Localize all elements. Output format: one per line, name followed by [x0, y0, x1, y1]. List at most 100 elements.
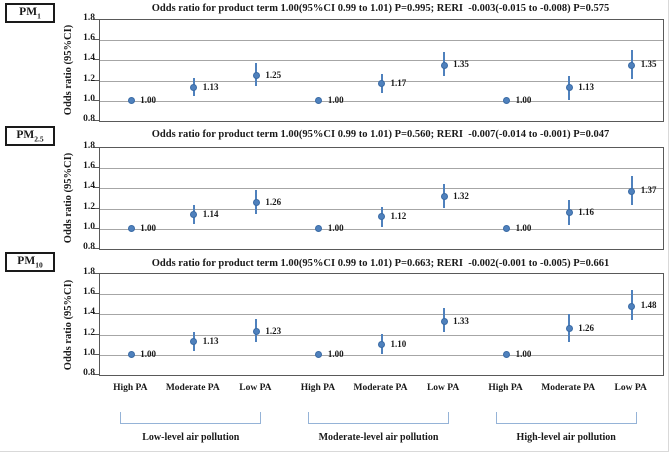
y-tick-label: 0.8 [83, 242, 95, 252]
panel3-plot-area: 1.00 1.13 1.23 1.00 1.10 1.33 1.00 1.26 1.48 [99, 273, 664, 376]
data-point-label: 1.00 [327, 348, 344, 359]
data-point-marker [378, 341, 385, 349]
gridline [100, 40, 663, 42]
gridline [100, 168, 663, 170]
data-point-label: 1.00 [327, 94, 344, 105]
y-tick-mark [94, 353, 99, 355]
data-point-marker [252, 199, 260, 206]
y-tick-label: 1.6 [83, 33, 95, 44]
y-tick-label: 1.4 [83, 53, 95, 64]
data-point-marker [565, 209, 573, 217]
x-category-label: High PA [488, 383, 523, 393]
data-point-marker [565, 325, 573, 332]
y-tick-label: 1.4 [83, 181, 95, 192]
y-tick-label: 1.2 [83, 327, 95, 338]
group-label: Moderate-level air pollution [318, 432, 439, 443]
y-tick-mark [94, 147, 99, 148]
data-point-label: 1.13 [202, 81, 219, 92]
data-point-label: 1.26 [578, 322, 594, 333]
y-tick-mark [94, 248, 99, 249]
data-point-marker [440, 61, 448, 69]
pm10-label: PM [17, 255, 36, 267]
data-point-label: 1.00 [140, 348, 157, 359]
panel1-title: Odds ratio for product term 1.00(95%CI 0… [151, 3, 610, 14]
gridline [100, 188, 663, 190]
y-tick-label: 1.0 [83, 221, 95, 232]
panel2-title: Odds ratio for product term 1.00(95%CI 0… [151, 129, 610, 140]
data-point-label: 1.00 [140, 94, 157, 105]
y-tick-mark [94, 79, 99, 81]
y-tick-mark [94, 207, 99, 209]
data-point-marker [503, 97, 511, 105]
group-label: High-level air pollution [516, 432, 616, 443]
group-bracket [307, 412, 449, 424]
data-point-label: 1.00 [515, 348, 532, 359]
data-point-label: 1.33 [453, 315, 469, 326]
y-tick-label: 1.8 [83, 13, 95, 23]
x-category-label: Moderate PA [541, 383, 596, 393]
y-tick-label: 1.0 [83, 347, 95, 358]
panel2-plot-area: 1.00 1.14 1.26 1.00 1.12 1.32 1.00 1.16 1.37 [99, 147, 664, 250]
data-point-marker [190, 84, 198, 92]
data-point-marker [378, 80, 385, 88]
y-tick-label: 1.8 [83, 267, 95, 277]
pm25-label: PM [16, 129, 35, 141]
y-tick-mark [94, 273, 99, 274]
data-point-marker [252, 72, 260, 80]
data-point-marker [127, 351, 135, 359]
data-point-label: 1.23 [265, 325, 282, 336]
pm1-label-box: PM1 [5, 3, 55, 24]
data-point-marker [315, 351, 323, 359]
data-point-marker [190, 211, 198, 219]
data-point-label: 1.16 [578, 206, 594, 217]
data-point-label: 1.12 [390, 210, 407, 221]
data-point-label: 1.13 [202, 335, 219, 346]
pm10-label-box: PM10 [5, 252, 55, 273]
data-point-label: 1.00 [515, 222, 532, 233]
y-tick-label: 1.0 [83, 93, 95, 104]
y-tick-mark [94, 39, 99, 41]
data-point-label: 1.13 [578, 81, 594, 92]
data-point-marker [190, 338, 198, 346]
y-tick-mark [94, 120, 99, 121]
y-tick-label: 0.8 [83, 368, 95, 378]
y-tick-label: 1.6 [83, 161, 95, 172]
data-point-label: 1.25 [265, 69, 282, 80]
gridline [100, 354, 663, 356]
y-tick-label: 0.8 [83, 114, 95, 124]
y-tick-mark [94, 99, 99, 101]
data-point-label: 1.17 [390, 77, 407, 88]
x-category-label: Moderate PA [165, 383, 220, 393]
gridline [100, 294, 663, 296]
y-tick-mark [94, 374, 99, 375]
x-category-label: Low PA [426, 383, 460, 393]
y-tick-label: 1.4 [83, 307, 95, 318]
y-tick-mark [94, 167, 99, 169]
group-label: Low-level air pollution [142, 432, 240, 443]
x-category-label: Moderate PA [353, 383, 408, 393]
data-point-label: 1.48 [640, 300, 657, 311]
x-category-label: Low PA [239, 383, 272, 393]
data-point-label: 1.32 [453, 190, 469, 201]
y-tick-label: 1.2 [83, 201, 95, 212]
panel3-title: Odds ratio for product term 1.00(95%CI 0… [151, 258, 610, 269]
data-point-marker [315, 225, 323, 233]
data-point-marker [628, 302, 636, 310]
data-point-label: 1.37 [640, 185, 657, 196]
data-point-marker [378, 213, 385, 221]
y-tick-mark [94, 59, 99, 61]
data-point-label: 1.26 [265, 196, 282, 207]
data-point-label: 1.00 [515, 94, 532, 105]
data-point-marker [628, 187, 636, 195]
data-point-marker [440, 318, 448, 325]
data-point-marker [252, 328, 260, 336]
data-point-label: 1.10 [390, 338, 407, 349]
y-tick-mark [94, 187, 99, 189]
y-tick-label: 1.2 [83, 73, 95, 84]
y-tick-mark [94, 293, 99, 295]
data-point-marker [127, 97, 135, 105]
data-point-label: 1.35 [640, 59, 657, 70]
data-point-label: 1.14 [202, 208, 219, 219]
panel1-plot-area: 1.00 1.13 1.25 1.00 1.17 1.35 1.00 1.13 1.35 [99, 19, 664, 122]
